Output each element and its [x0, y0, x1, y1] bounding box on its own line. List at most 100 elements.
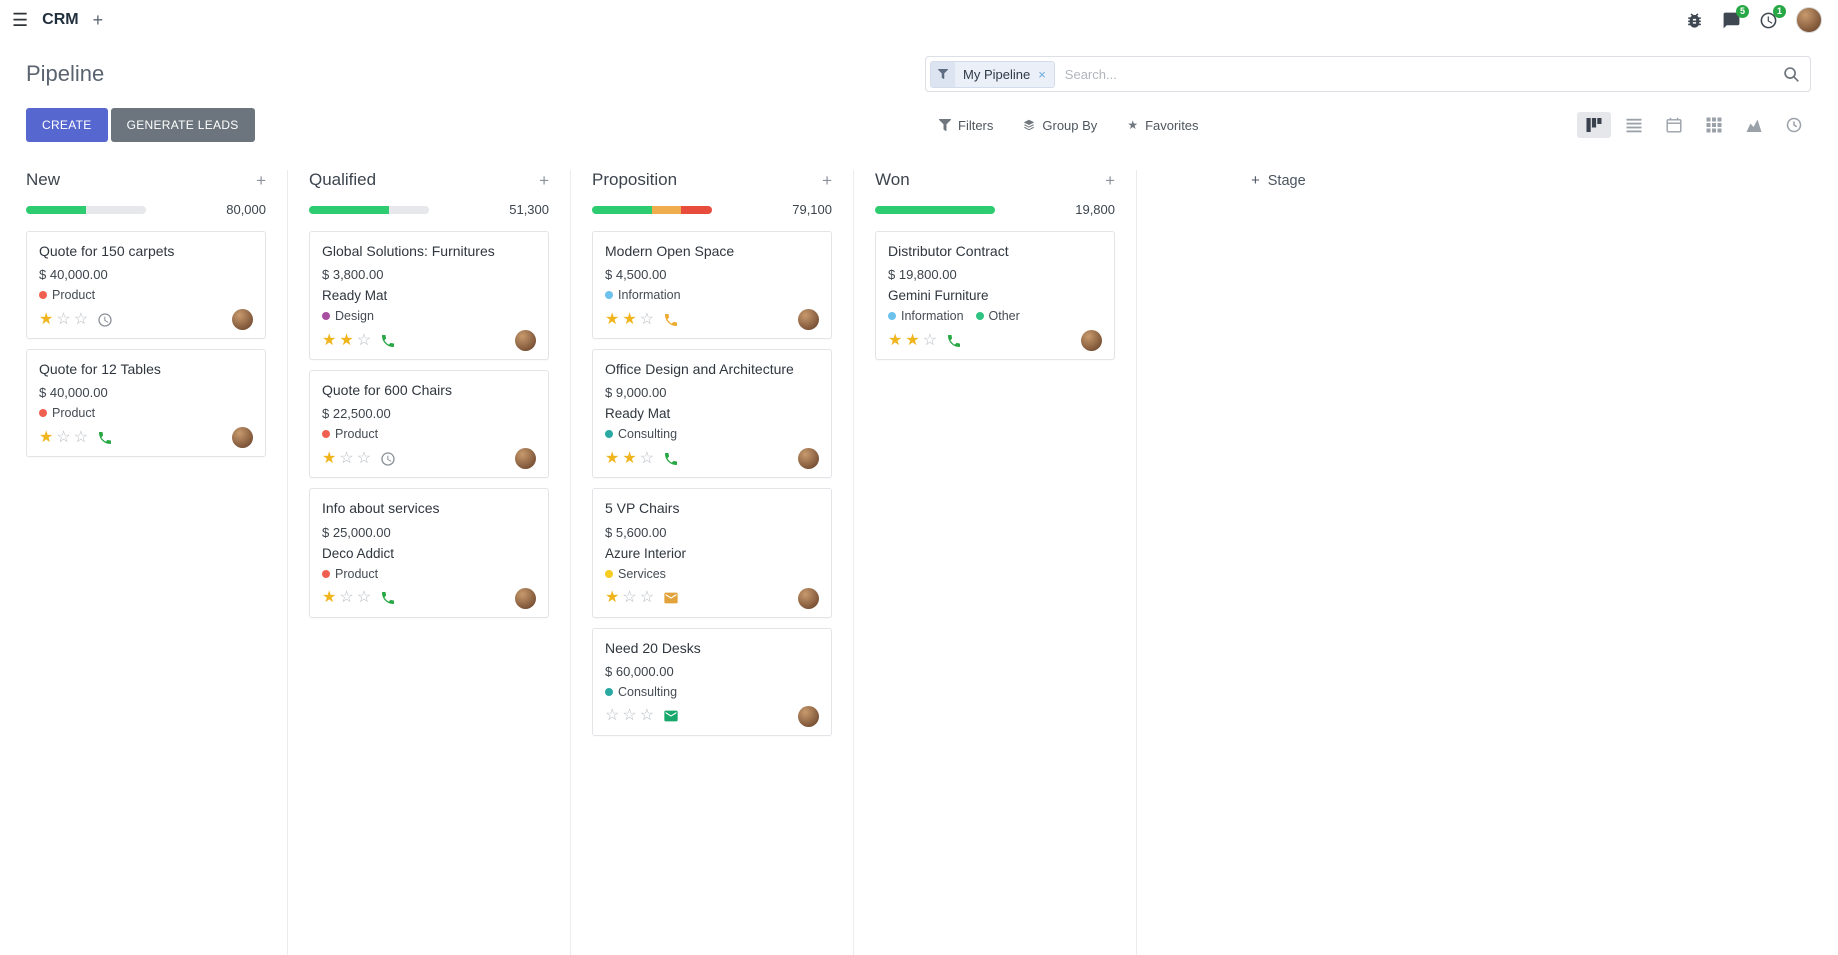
search-facet[interactable]: My Pipeline × — [930, 60, 1055, 88]
messages-icon[interactable]: 5 — [1722, 4, 1749, 30]
phone-activity-icon[interactable] — [663, 451, 679, 467]
kanban-card[interactable]: Quote for 600 Chairs $ 22,500.00 Product… — [309, 370, 549, 479]
priority-star[interactable]: ☆ — [339, 589, 354, 607]
progress-segment[interactable] — [26, 205, 86, 214]
kanban-card[interactable]: Modern Open Space $ 4,500.00 Information… — [592, 231, 832, 340]
calendar-view-button[interactable] — [1657, 112, 1691, 138]
create-button[interactable]: CREATE — [26, 108, 108, 142]
user-avatar[interactable] — [1796, 7, 1822, 33]
clock-activity-icon[interactable] — [380, 451, 396, 467]
pivot-view-button[interactable] — [1697, 112, 1731, 138]
priority-star[interactable]: ☆ — [639, 449, 655, 467]
progress-segment[interactable] — [309, 205, 389, 214]
priority-star[interactable]: ☆ — [622, 589, 637, 607]
phone-activity-icon[interactable] — [97, 430, 113, 446]
kanban-card[interactable]: Global Solutions: Furnitures $ 3,800.00 … — [309, 231, 549, 361]
search-box[interactable]: My Pipeline × — [925, 56, 1811, 92]
column-add-button[interactable]: + — [822, 170, 832, 190]
priority-star[interactable]: ★ — [605, 589, 620, 607]
priority-star[interactable]: ★ — [322, 331, 337, 349]
clock-activity-icon[interactable] — [97, 312, 113, 328]
hamburger-menu-icon[interactable]: ☰ — [12, 9, 29, 30]
priority-star[interactable]: ☆ — [922, 331, 938, 349]
priority-star[interactable]: ☆ — [639, 707, 655, 725]
progress-segment[interactable] — [652, 205, 681, 214]
column-progressbar[interactable] — [309, 205, 429, 214]
column-add-button[interactable]: + — [1105, 170, 1115, 190]
phone-activity-icon[interactable] — [663, 312, 679, 328]
favorites-button[interactable]: ★ Favorites — [1127, 117, 1199, 133]
search-input[interactable] — [1062, 65, 1775, 83]
search-icon[interactable] — [1783, 66, 1800, 83]
progress-segment[interactable] — [86, 205, 146, 214]
kanban-view-button[interactable] — [1577, 112, 1611, 138]
priority-star[interactable]: ☆ — [605, 707, 620, 725]
progress-segment[interactable] — [388, 205, 429, 214]
progress-segment[interactable] — [680, 205, 712, 214]
priority-star[interactable]: ☆ — [622, 707, 637, 725]
card-assignee-avatar[interactable] — [798, 587, 819, 609]
generate-leads-button[interactable]: GENERATE LEADS — [110, 108, 255, 142]
kanban-card[interactable]: Quote for 12 Tables $ 40,000.00 Product … — [26, 349, 266, 458]
priority-star[interactable]: ★ — [888, 331, 903, 349]
priority-star[interactable]: ★ — [605, 310, 620, 328]
card-assignee-avatar[interactable] — [232, 309, 253, 331]
kanban-card[interactable]: Need 20 Desks $ 60,000.00 Consulting ☆ ☆ ☆ — [592, 627, 832, 736]
kanban-card[interactable]: Office Design and Architecture $ 9,000.0… — [592, 349, 832, 479]
priority-star[interactable]: ★ — [39, 310, 54, 328]
filters-button[interactable]: Filters — [939, 118, 993, 133]
priority-star[interactable]: ★ — [322, 449, 337, 467]
group-by-button[interactable]: Group By — [1023, 118, 1097, 133]
card-assignee-avatar[interactable] — [515, 587, 536, 609]
priority-star[interactable]: ☆ — [356, 589, 372, 607]
priority-star[interactable]: ★ — [622, 310, 637, 328]
activities-clock-icon[interactable]: 1 — [1759, 4, 1786, 30]
add-tab-button[interactable]: + — [92, 9, 104, 30]
kanban-card[interactable]: 5 VP Chairs $ 5,600.00 Azure Interior Se… — [592, 488, 832, 618]
priority-star[interactable]: ☆ — [56, 310, 71, 328]
priority-star[interactable]: ★ — [322, 589, 337, 607]
kanban-card[interactable]: Quote for 150 carpets $ 40,000.00 Produc… — [26, 231, 266, 340]
column-add-button[interactable]: + — [256, 170, 266, 190]
phone-activity-icon[interactable] — [380, 590, 396, 606]
priority-star[interactable]: ☆ — [356, 449, 372, 467]
kanban-card[interactable]: Distributor Contract $ 19,800.00 Gemini … — [875, 231, 1115, 361]
graph-view-button[interactable] — [1737, 112, 1771, 138]
priority-star[interactable]: ★ — [39, 428, 54, 446]
column-progressbar[interactable] — [875, 205, 995, 214]
card-assignee-avatar[interactable] — [798, 448, 819, 470]
kanban-card[interactable]: Info about services $ 25,000.00 Deco Add… — [309, 488, 549, 618]
app-name[interactable]: CRM — [42, 11, 79, 28]
list-view-button[interactable] — [1617, 112, 1651, 138]
card-assignee-avatar[interactable] — [798, 309, 819, 331]
priority-star[interactable]: ☆ — [356, 331, 372, 349]
priority-star[interactable]: ☆ — [73, 310, 89, 328]
add-stage-button[interactable]: + Stage — [1251, 172, 1306, 189]
card-assignee-avatar[interactable] — [798, 705, 819, 727]
priority-star[interactable]: ☆ — [339, 449, 354, 467]
bug-icon[interactable] — [1685, 11, 1704, 30]
priority-star[interactable]: ★ — [905, 331, 920, 349]
card-assignee-avatar[interactable] — [1081, 330, 1102, 352]
envelope-activity-icon[interactable] — [663, 708, 679, 724]
priority-star[interactable]: ★ — [605, 449, 620, 467]
progress-segment[interactable] — [875, 205, 995, 214]
card-assignee-avatar[interactable] — [515, 330, 536, 352]
activity-view-button[interactable] — [1777, 112, 1811, 138]
priority-star[interactable]: ☆ — [73, 428, 89, 446]
priority-star[interactable]: ☆ — [639, 310, 655, 328]
remove-facet-icon[interactable]: × — [1038, 66, 1046, 82]
priority-star[interactable]: ★ — [339, 331, 354, 349]
envelope-activity-icon[interactable] — [663, 590, 679, 606]
priority-star[interactable]: ★ — [622, 449, 637, 467]
column-progressbar[interactable] — [26, 205, 146, 214]
priority-star[interactable]: ☆ — [639, 589, 655, 607]
phone-activity-icon[interactable] — [380, 333, 396, 349]
phone-activity-icon[interactable] — [946, 333, 962, 349]
column-add-button[interactable]: + — [539, 170, 549, 190]
progress-segment[interactable] — [592, 205, 652, 214]
card-assignee-avatar[interactable] — [515, 448, 536, 470]
card-assignee-avatar[interactable] — [232, 427, 253, 449]
priority-star[interactable]: ☆ — [56, 428, 71, 446]
column-progressbar[interactable] — [592, 205, 712, 214]
